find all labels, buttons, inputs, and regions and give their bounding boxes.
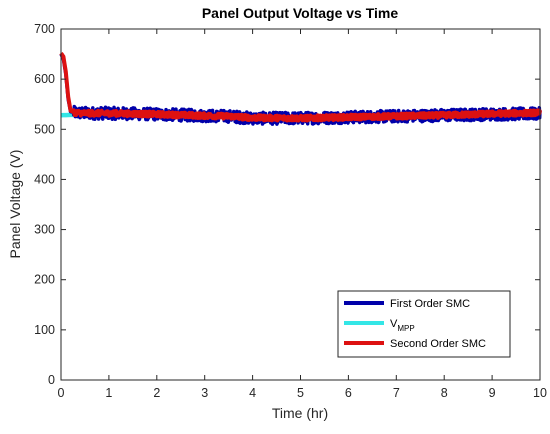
x-tick-label: 7 [393,386,400,400]
x-tick-label: 2 [153,386,160,400]
x-tick-label: 8 [441,386,448,400]
y-tick-label: 600 [34,72,55,86]
chart-title: Panel Output Voltage vs Time [202,5,399,21]
x-tick-label: 0 [58,386,65,400]
legend-label-subscript: MPP [397,324,414,333]
y-tick-label: 100 [34,323,55,337]
y-tick-label: 700 [34,22,55,36]
y-tick-label: 400 [34,172,55,186]
series-line-3 [59,51,542,123]
x-axis-label: Time (hr) [272,405,328,421]
legend-label-text: V [390,318,398,330]
legend-label-2: VMPP [390,318,415,333]
series-layer [59,51,542,126]
legend-label-text: First Order SMC [390,298,470,310]
y-tick-label: 300 [34,223,55,237]
legend-label-1: First Order SMC [390,298,470,310]
y-tick-label: 0 [48,373,55,387]
x-tick-label: 6 [345,386,352,400]
y-tick-label: 500 [34,122,55,136]
legend: First Order SMC VMPP Second Order SMC [337,290,511,358]
x-tick-label: 9 [489,386,496,400]
legend-label-3: Second Order SMC [390,338,486,350]
x-tick-label: 5 [297,386,304,400]
x-tick-label: 4 [249,386,256,400]
y-tick-label: 200 [34,273,55,287]
y-axis-label: Panel Voltage (V) [7,150,23,259]
x-tick-label: 10 [533,386,547,400]
x-tick-label: 3 [201,386,208,400]
legend-label-text: Second Order SMC [390,338,486,350]
x-tick-label: 1 [105,386,112,400]
